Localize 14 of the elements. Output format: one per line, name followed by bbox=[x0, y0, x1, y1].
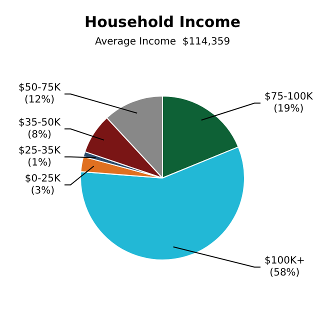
data-label: (12%) bbox=[24, 94, 55, 106]
data-label: (19%) bbox=[274, 104, 304, 115]
chart-title: Household Income bbox=[84, 12, 240, 31]
slice-label: $25-35K bbox=[18, 146, 61, 157]
slice-label: $35-50K bbox=[18, 118, 61, 129]
slice-label: $0-25K bbox=[24, 174, 61, 185]
slice-label: $100K+ bbox=[264, 256, 305, 267]
chart-subtitle: Average Income $114,359 bbox=[94, 36, 230, 48]
slice-label: $75-100K bbox=[264, 92, 314, 103]
data-label: (3%) bbox=[30, 186, 55, 197]
slice-label: $50-75K bbox=[18, 82, 61, 94]
data-label: (8%) bbox=[28, 130, 52, 141]
data-label: (58%) bbox=[270, 268, 300, 279]
data-label: (1%) bbox=[28, 158, 52, 169]
